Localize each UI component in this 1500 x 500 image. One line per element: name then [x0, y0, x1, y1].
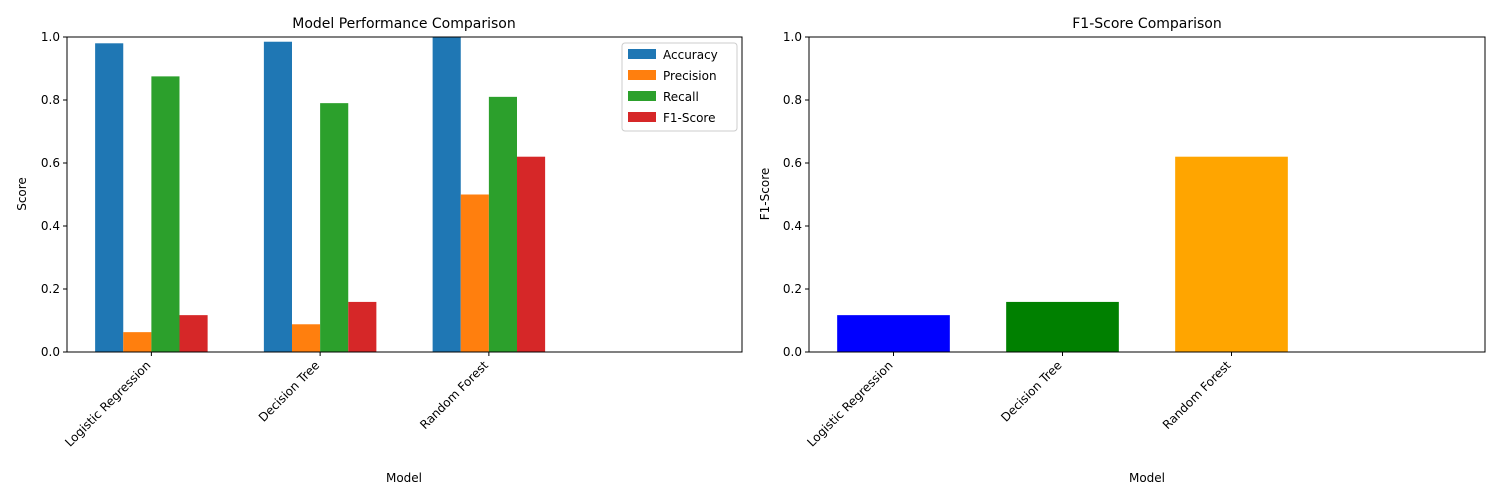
bar-accuracy [263, 41, 292, 352]
y-axis-label: Score [15, 177, 29, 211]
y-tick-label: 0.2 [41, 282, 60, 296]
y-axis-label: F1-Score [758, 168, 772, 220]
bars [95, 37, 546, 353]
chart-title: Model Performance Comparison [292, 16, 515, 32]
y-tick-label: 1.0 [783, 30, 802, 44]
x-tick-label: Random Forest [417, 358, 491, 432]
x-axis-label: Model [1129, 471, 1165, 485]
chart-title: F1-Score Comparison [1072, 16, 1222, 32]
bar-f1-score [179, 315, 208, 352]
f1-chart: F1-Score Comparison Model F1-Score 0.00.… [758, 16, 1486, 485]
y-axis-ticks: 0.0 0.2 0.4 0.6 0.8 1.0 [41, 30, 67, 359]
bar-decision-tree [1006, 301, 1119, 352]
bar-precision [292, 324, 321, 352]
bars [837, 156, 1288, 352]
bar-f1-score [348, 301, 377, 352]
y-axis-ticks: 0.0 0.2 0.4 0.6 0.8 1.0 [783, 30, 809, 359]
bar-logistic-regression [837, 315, 950, 352]
x-axis-ticks: Logistic Regression Decision Tree Random F… [62, 352, 491, 450]
bar-accuracy [95, 43, 124, 353]
bar-f1-score [517, 156, 546, 352]
x-tick-label: Random Forest [1160, 358, 1234, 432]
plot-frame [808, 36, 1486, 353]
legend-label: Recall [663, 90, 699, 104]
bar-random-forest [1175, 156, 1288, 352]
legend-label: F1-Score [663, 111, 715, 125]
bar-precision [123, 332, 152, 352]
bar-recall [320, 103, 349, 353]
plot-frame [66, 36, 743, 353]
legend-label: Accuracy [663, 48, 718, 62]
bar-recall [151, 76, 180, 352]
legend-box [621, 42, 738, 132]
legend-swatch [628, 70, 656, 80]
y-tick-label: 0.6 [783, 156, 802, 170]
legend-label: Precision [663, 69, 717, 83]
x-tick-label: Decision Tree [256, 358, 322, 424]
legend-swatch [628, 49, 656, 59]
performance-chart: Model Performance Comparison Model Score… [15, 16, 743, 485]
y-tick-label: 0.0 [41, 345, 60, 359]
y-tick-label: 0.8 [783, 93, 802, 107]
bar-accuracy [432, 37, 461, 352]
y-tick-label: 0.6 [41, 156, 60, 170]
legend: Accuracy Precision Recall F1-Score [621, 42, 738, 132]
legend-swatch [628, 91, 656, 101]
y-tick-label: 0.0 [783, 345, 802, 359]
x-axis-label: Model [386, 471, 422, 485]
bar-precision [460, 194, 489, 352]
y-tick-label: 0.8 [41, 93, 60, 107]
x-tick-label: Decision Tree [998, 358, 1064, 424]
bar-recall [488, 96, 517, 352]
x-axis-ticks: Logistic Regression Decision Tree Random F… [804, 352, 1234, 450]
y-tick-label: 0.4 [783, 219, 802, 233]
y-tick-label: 0.2 [783, 282, 802, 296]
x-tick-label: Logistic Regression [804, 358, 895, 449]
x-tick-label: Logistic Regression [62, 358, 153, 449]
y-tick-label: 0.4 [41, 219, 60, 233]
legend-swatch [628, 112, 656, 122]
y-tick-label: 1.0 [41, 30, 60, 44]
